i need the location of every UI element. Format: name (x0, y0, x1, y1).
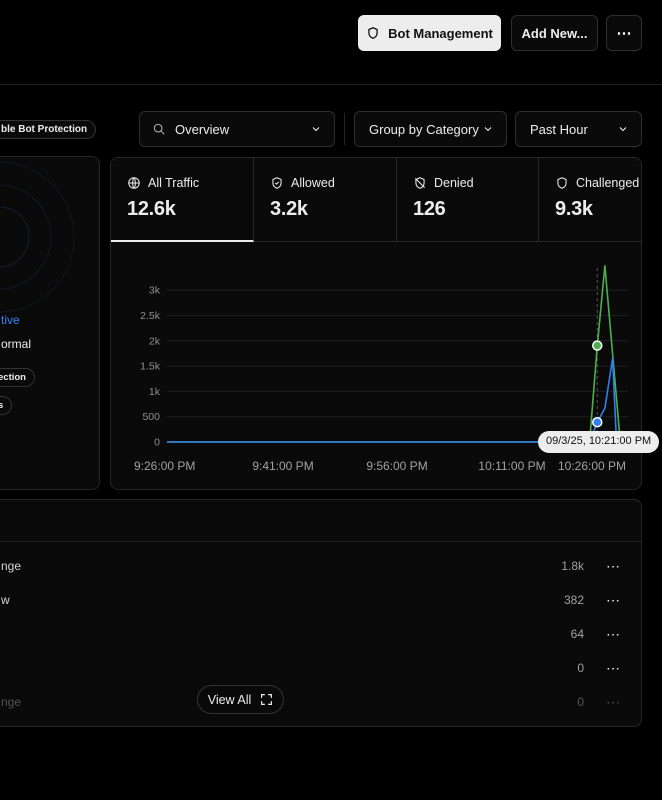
y-tick-label: 1.5k (140, 361, 161, 373)
view-select[interactable]: Overview (139, 111, 335, 147)
list-item[interactable]: nge 0 ⋯ (0, 685, 641, 719)
bot-management-button[interactable]: Bot Management (358, 15, 501, 51)
shield-icon (366, 26, 380, 40)
bot-protection-panel: tive ormal ection s (0, 156, 100, 490)
y-tick-label: 3k (149, 285, 161, 297)
extra-pill: s (0, 396, 13, 415)
view-select-value: Overview (175, 121, 230, 137)
header-divider (0, 84, 662, 85)
hover-point (592, 416, 603, 428)
more-icon[interactable]: ⋯ (606, 625, 621, 642)
more-icon[interactable]: ⋯ (606, 659, 621, 676)
chevron-down-icon (482, 123, 494, 135)
series-line (167, 264, 622, 443)
chevron-down-icon (310, 123, 322, 135)
radar-graphic (0, 161, 75, 313)
tab-value: 126 (413, 198, 446, 220)
y-tick-label: 500 (142, 411, 160, 423)
tab-challenged[interactable]: Challenged 9.3k (539, 158, 641, 242)
chevron-down-icon (617, 123, 629, 135)
view-all-label: View All (207, 692, 252, 707)
chart-tooltip: 09/3/25, 10:21:00 PM (538, 431, 660, 453)
list-item-name: nge (1, 695, 22, 709)
tab-denied[interactable]: Denied 126 (397, 158, 539, 242)
tab-allowed[interactable]: Allowed 3.2k (254, 158, 397, 242)
y-tick-label: 2k (149, 335, 161, 347)
tab-value: 12.6k (127, 198, 176, 220)
add-new-button[interactable]: Add New... (511, 15, 598, 51)
x-tick-label: 9:41:00 PM (252, 459, 313, 473)
bot-protection-badge: ble Bot Protection (0, 120, 97, 139)
add-new-label: Add New... (521, 25, 588, 41)
more-icon[interactable]: ⋯ (606, 557, 621, 574)
shield-check-icon (270, 176, 284, 190)
tab-label: All Traffic (148, 176, 200, 190)
group-select-value: Group by Category (369, 121, 479, 137)
list-item[interactable]: 64 ⋯ (0, 617, 641, 651)
tab-label: Denied (434, 176, 474, 190)
tab-value: 9.3k (555, 198, 593, 220)
x-tick-label: 9:56:00 PM (366, 459, 427, 473)
time-range-value: Past Hour (530, 121, 588, 137)
list-item-value: 0 (577, 695, 584, 709)
view-all-button[interactable]: View All (197, 685, 284, 714)
shield-icon (555, 176, 569, 190)
tab-label: Allowed (291, 176, 335, 190)
protection-pill: ection (0, 368, 35, 387)
list-item-name: w (1, 593, 10, 607)
traffic-card: All Traffic 12.6k Allowed 3.2k Denied 12… (110, 157, 642, 490)
group-select[interactable]: Group by Category (354, 111, 507, 147)
category-list-card: nge 1.8k ⋯ w 382 ⋯ 64 ⋯ 0 ⋯ nge 0 ⋯ (0, 499, 642, 727)
shield-off-icon (413, 176, 427, 190)
status-text: tive (1, 313, 20, 327)
tab-label: Challenged (576, 176, 640, 190)
tab-all-traffic[interactable]: All Traffic 12.6k (111, 158, 254, 242)
x-tick-label: 10:26:00 PM (558, 459, 626, 473)
list-item-value: 1.8k (561, 559, 584, 573)
bot-management-label: Bot Management (388, 25, 493, 41)
y-tick-label: 1k (149, 386, 161, 398)
time-range-select[interactable]: Past Hour (515, 111, 642, 147)
list-item-value: 0 (577, 661, 584, 675)
y-tick-label: 2.5k (140, 310, 161, 322)
list-item[interactable]: w 382 ⋯ (0, 583, 641, 617)
list-item[interactable]: 0 ⋯ (0, 651, 641, 685)
x-tick-label: 10:11:00 PM (478, 459, 545, 473)
tab-value: 3.2k (270, 198, 308, 220)
list-header-divider (0, 541, 641, 542)
status-description: ormal (1, 337, 32, 351)
more-icon[interactable]: ⋯ (606, 693, 621, 710)
more-icon[interactable]: ⋯ (606, 591, 621, 608)
hover-point (592, 340, 603, 351)
x-tick-label: 9:26:00 PM (134, 459, 195, 473)
series-line (167, 357, 618, 443)
more-icon: ⋯ (616, 25, 632, 42)
search-icon (152, 122, 166, 136)
list-item[interactable]: nge 1.8k ⋯ (0, 549, 641, 583)
list-item-name: nge (1, 559, 22, 573)
globe-icon (127, 176, 141, 190)
y-tick-label: 0 (154, 437, 160, 449)
filter-divider (344, 113, 345, 145)
more-options-button[interactable]: ⋯ (606, 15, 642, 51)
expand-icon (260, 693, 273, 706)
list-item-value: 382 (563, 593, 584, 607)
list-item-value: 64 (570, 627, 584, 641)
